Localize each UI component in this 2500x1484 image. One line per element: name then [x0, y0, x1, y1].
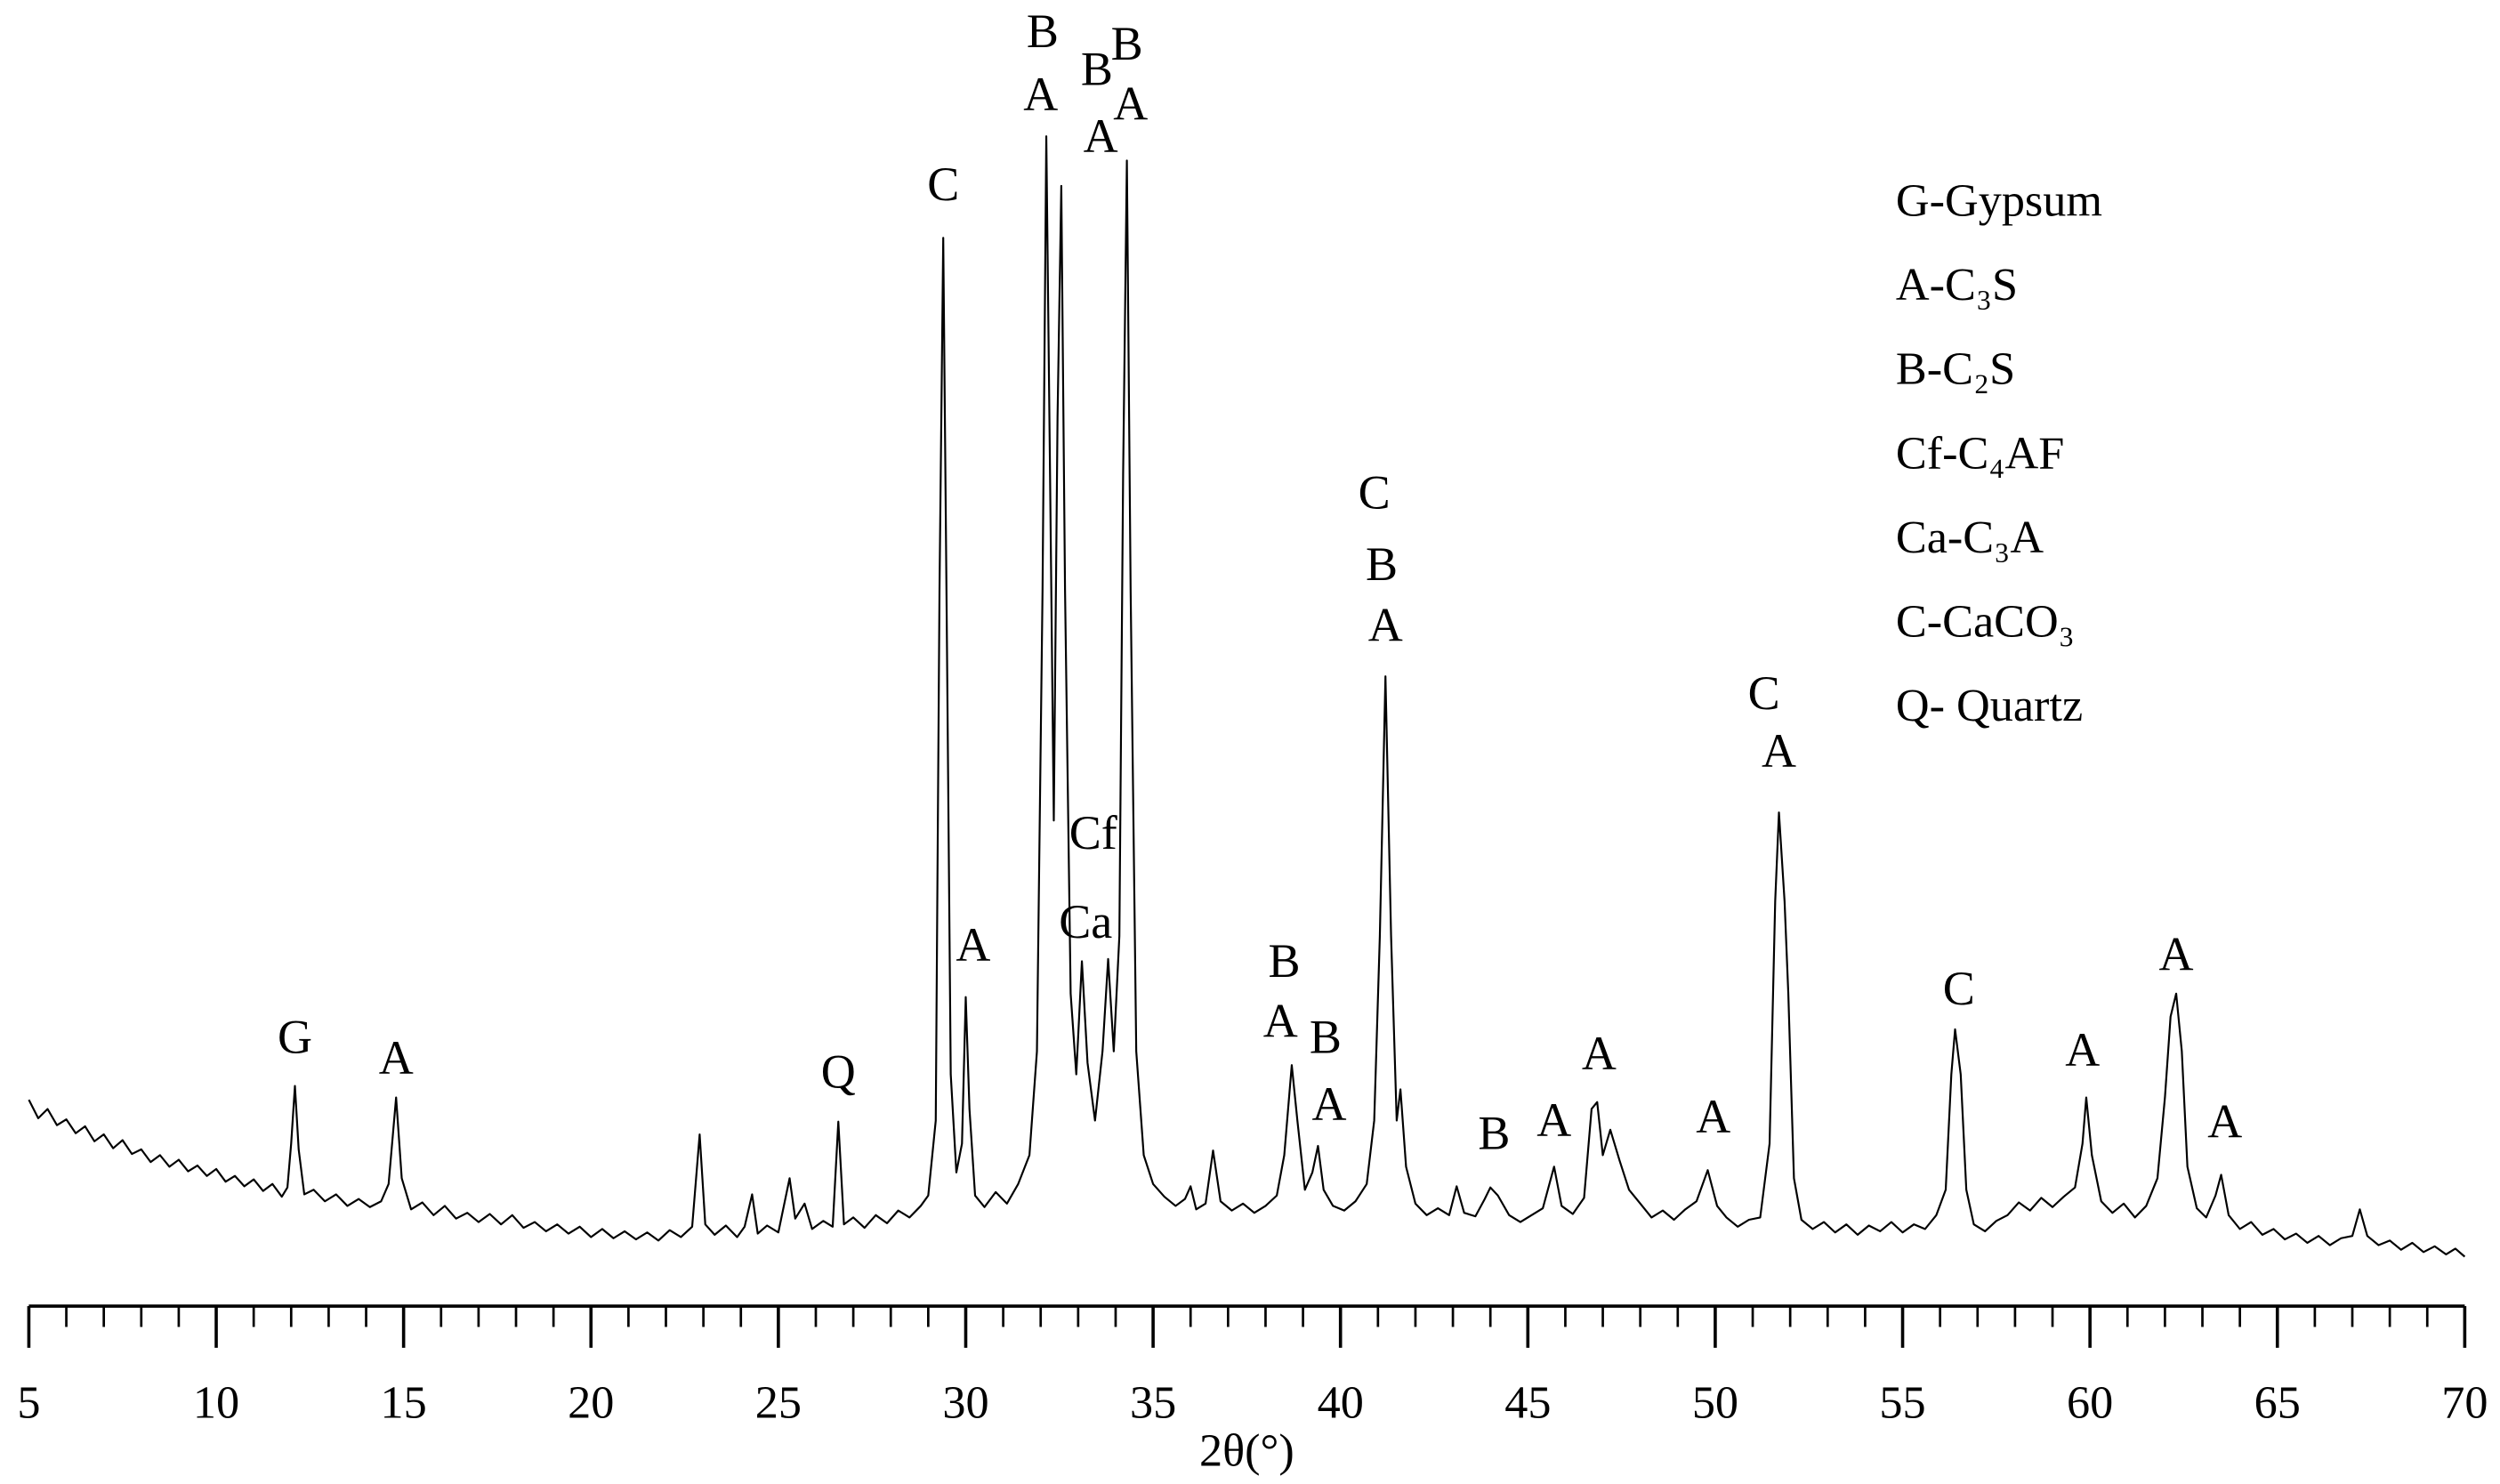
- peak-label: G: [278, 1011, 312, 1064]
- peak-label: A: [2159, 927, 2194, 980]
- x-tick-label: 60: [2067, 1377, 2113, 1429]
- phase-key-entry: C-CaCO₃: [1896, 595, 2075, 647]
- peak-label: A: [1023, 68, 1058, 121]
- peak-label: A: [956, 918, 990, 972]
- x-tick-label: 50: [1692, 1377, 1738, 1429]
- peak-label: A: [1696, 1090, 1730, 1143]
- phase-key-entry: G-Gypsum: [1896, 175, 2102, 227]
- peak-label: B: [1366, 537, 1398, 591]
- x-tick-label: 30: [942, 1377, 988, 1429]
- peak-label: A: [1084, 109, 1118, 163]
- peak-label: A: [1582, 1027, 1617, 1080]
- peak-label: A: [2065, 1023, 2100, 1077]
- x-tick-label: 15: [381, 1377, 427, 1429]
- peak-label: B: [1111, 17, 1143, 70]
- peak-label: B: [1310, 1011, 1342, 1064]
- phase-key-entry: A-C₃S: [1896, 259, 2018, 311]
- peak-label: Ca: [1059, 895, 1112, 948]
- phase-key-entry: Ca-C₃A: [1896, 512, 2044, 563]
- phase-key-entry: B-C₂S: [1896, 343, 2015, 395]
- peak-label: A: [2207, 1094, 2242, 1148]
- peak-label: A: [379, 1031, 414, 1085]
- peak-label: B: [1027, 4, 1059, 58]
- xrd-pattern: [28, 135, 2466, 1258]
- x-tick-label: 20: [568, 1377, 614, 1429]
- x-tick-label: 5: [17, 1377, 40, 1429]
- peak-label: C: [1748, 666, 1780, 720]
- phase-key-entry: Q- Quartz: [1896, 680, 2083, 731]
- x-tick-label: 25: [755, 1377, 802, 1429]
- x-tick-label: 35: [1130, 1377, 1176, 1429]
- peak-label: C: [927, 157, 959, 211]
- x-tick-label: 10: [193, 1377, 239, 1429]
- phase-key-entry: Cf-C₄AF: [1896, 427, 2064, 479]
- x-tick-label: 55: [1879, 1377, 1925, 1429]
- x-tick-label: 70: [2441, 1377, 2488, 1429]
- peak-label: A: [1312, 1077, 1347, 1131]
- peak-label: A: [1368, 599, 1403, 652]
- x-tick-label: 45: [1504, 1377, 1551, 1429]
- peak-label: A: [1762, 724, 1796, 778]
- peak-label: A: [1113, 77, 1148, 130]
- peak-label: C: [1943, 962, 1975, 1015]
- x-tick-label: 40: [1318, 1377, 1364, 1429]
- peak-label: A: [1263, 995, 1298, 1048]
- peak-label: B: [1269, 934, 1301, 988]
- peak-label: B: [1478, 1106, 1510, 1159]
- x-axis-label: 2θ(°): [1199, 1425, 1294, 1477]
- peak-label: C: [1359, 466, 1391, 520]
- peak-label: Q: [821, 1045, 856, 1099]
- peak-label: B: [1081, 43, 1113, 96]
- peak-label: Cf: [1069, 806, 1117, 859]
- peak-label: A: [1536, 1093, 1571, 1147]
- x-tick-label: 65: [2254, 1377, 2301, 1429]
